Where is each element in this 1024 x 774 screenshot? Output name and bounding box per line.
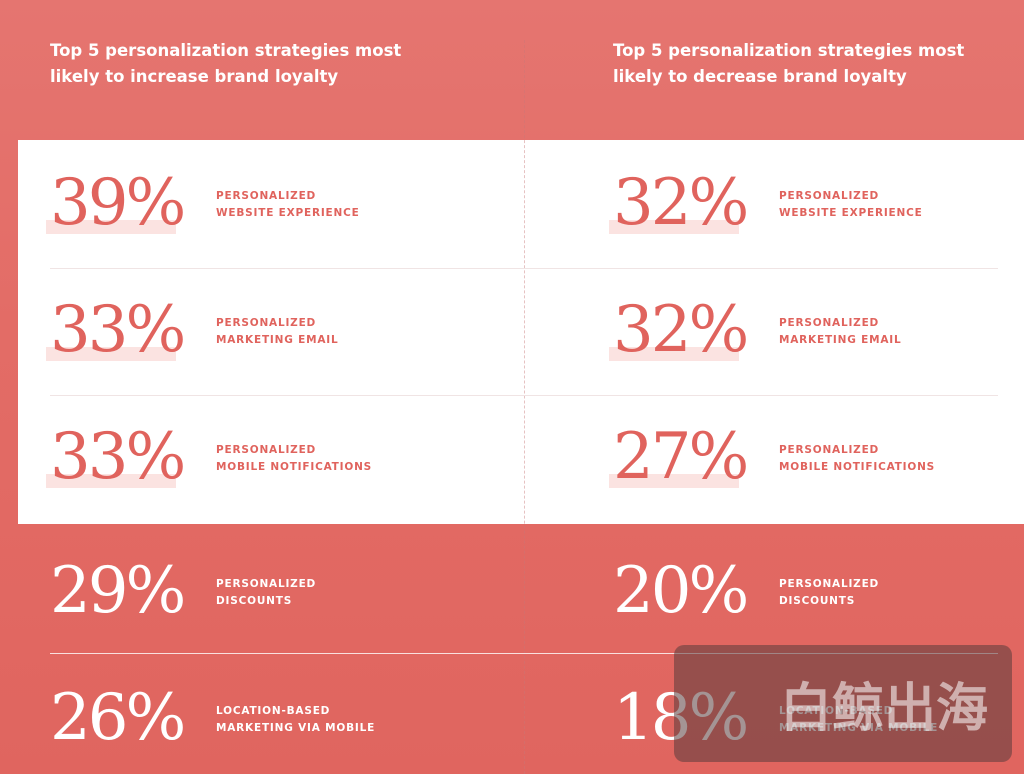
label-line: MARKETING VIA MOBILE [216,722,376,734]
strategy-label: PERSONALIZED WEBSITE EXPERIENCE [216,188,360,222]
label-line: MOBILE NOTIFICATIONS [216,461,373,473]
number-highlight [46,347,176,361]
white-panel [18,140,1024,524]
row-divider [50,395,998,396]
percent: 26% [50,681,186,755]
number-highlight [609,220,739,234]
percent: 33% [50,293,186,367]
label-line: PERSONALIZED [216,444,317,456]
label-line: MARKETING EMAIL [216,334,339,346]
strategy-label: PERSONALIZED MOBILE NOTIFICATIONS [216,442,372,476]
watermark: 白鲸出海 [674,645,1012,762]
label-line: PERSONALIZED [216,578,317,590]
label-line: LOCATION-BASED [216,705,331,717]
percent: 32% [613,293,749,367]
label-line: PERSONALIZED [216,190,317,202]
row-divider [50,268,998,269]
strategy-label: PERSONALIZED DISCOUNTS [779,576,879,610]
title-line: likely to increase brand loyalty [50,67,339,86]
label-line: MARKETING EMAIL [779,334,902,346]
label-line: PERSONALIZED [779,190,880,202]
column-title: Top 5 personalization strategies most lik… [613,38,964,90]
percent: 32% [613,166,749,240]
label-line: PERSONALIZED [216,317,317,329]
label-line: WEBSITE EXPERIENCE [216,207,360,219]
label-line: DISCOUNTS [779,595,856,607]
strategy-label: PERSONALIZED MARKETING EMAIL [779,315,901,349]
percent: 27% [613,420,749,494]
number-highlight [609,347,739,361]
label-line: WEBSITE EXPERIENCE [779,207,923,219]
strategy-label: PERSONALIZED WEBSITE EXPERIENCE [779,188,923,222]
label-line: PERSONALIZED [779,317,880,329]
percent: 20% [613,554,749,628]
column-title: Top 5 personalization strategies most lik… [50,38,401,90]
strategy-label: LOCATION-BASED MARKETING VIA MOBILE [216,703,375,737]
number-highlight [46,220,176,234]
percent: 39% [50,166,186,240]
number-highlight [609,474,739,488]
label-line: MOBILE NOTIFICATIONS [779,461,936,473]
number-highlight [46,474,176,488]
percent: 29% [50,554,186,628]
strategy-label: PERSONALIZED MARKETING EMAIL [216,315,338,349]
column-divider [524,40,525,774]
label-line: DISCOUNTS [216,595,293,607]
title-line: likely to decrease brand loyalty [613,67,907,86]
title-line: Top 5 personalization strategies most [50,41,402,60]
strategy-label: PERSONALIZED DISCOUNTS [216,576,316,610]
percent: 33% [50,420,186,494]
label-line: PERSONALIZED [779,578,880,590]
label-line: PERSONALIZED [779,444,880,456]
row-divider [50,653,998,654]
strategy-label: PERSONALIZED MOBILE NOTIFICATIONS [779,442,935,476]
title-line: Top 5 personalization strategies most [613,41,965,60]
